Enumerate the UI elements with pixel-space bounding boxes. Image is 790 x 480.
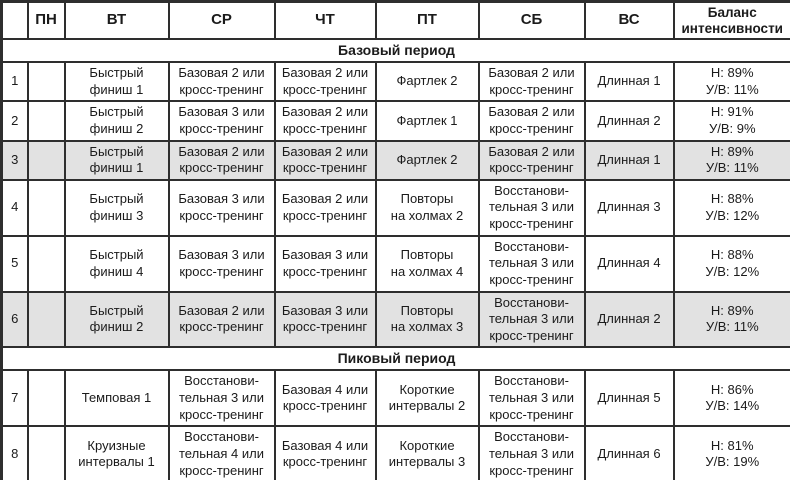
cell-mon [26, 178, 66, 237]
header-row: ПН ВТ СР ЧТ ПТ СБ ВС Баланс интенсивност… [0, 0, 790, 41]
row-number: 8 [0, 425, 29, 480]
cell-sat: Восстанови- тельная 3 или кросс-тренинг [477, 369, 586, 428]
cell-mon [26, 61, 66, 103]
header-wednesday: СР [167, 0, 276, 41]
cell-thu: Базовая 4 или кросс-тренинг [273, 425, 377, 480]
cell-sun: Длинная 4 [583, 234, 675, 293]
cell-tue: Быстрый финиш 1 [63, 139, 170, 181]
section-header-row: Базовый период [0, 38, 790, 64]
cell-sun: Длинная 2 [583, 100, 675, 142]
header-monday: ПН [26, 0, 66, 41]
cell-sun: Длинная 2 [583, 290, 675, 349]
section-header-row: Пиковый период [0, 346, 790, 372]
cell-tue: Темповая 1 [63, 369, 170, 428]
cell-sat: Восстанови- тельная 3 или кросс-тренинг [477, 234, 586, 293]
cell-mon [26, 234, 66, 293]
cell-mon [26, 425, 66, 480]
cell-mon [26, 290, 66, 349]
section-title: Пиковый период [0, 346, 790, 372]
row-number: 4 [0, 178, 29, 237]
cell-wed: Базовая 3 или кросс-тренинг [167, 178, 276, 237]
row-number: 7 [0, 369, 29, 428]
cell-fri: Повторы на холмах 2 [374, 178, 480, 237]
header-thursday: ЧТ [273, 0, 377, 41]
cell-wed: Базовая 2 или кросс-тренинг [167, 61, 276, 103]
cell-balance: Н: 88% У/В: 12% [672, 234, 790, 293]
cell-wed: Базовая 2 или кросс-тренинг [167, 290, 276, 349]
cell-tue: Быстрый финиш 3 [63, 178, 170, 237]
cell-sat: Базовая 2 или кросс-тренинг [477, 61, 586, 103]
cell-thu: Базовая 2 или кросс-тренинг [273, 139, 377, 181]
cell-tue: Быстрый финиш 1 [63, 61, 170, 103]
cell-sun: Длинная 1 [583, 139, 675, 181]
table-row: 7 Темповая 1 Восстанови- тельная 3 или кро… [0, 369, 790, 428]
header-corner-cell [0, 0, 29, 41]
table-row: 3 Быстрый финиш 1 Базовая 2 или кросс-трен… [0, 139, 790, 181]
cell-wed: Базовая 3 или кросс-тренинг [167, 234, 276, 293]
cell-sat: Восстанови- тельная 3 или кросс-тренинг [477, 290, 586, 349]
row-number: 6 [0, 290, 29, 349]
cell-thu: Базовая 3 или кросс-тренинг [273, 290, 377, 349]
cell-fri: Повторы на холмах 3 [374, 290, 480, 349]
cell-wed: Базовая 3 или кросс-тренинг [167, 100, 276, 142]
cell-thu: Базовая 2 или кросс-тренинг [273, 61, 377, 103]
table-row: 5 Быстрый финиш 4 Базовая 3 или кросс-трен… [0, 234, 790, 293]
cell-fri: Фартлек 2 [374, 61, 480, 103]
cell-mon [26, 139, 66, 181]
cell-fri: Короткие интервалы 2 [374, 369, 480, 428]
cell-sat: Восстанови- тельная 3 или кросс-тренинг [477, 178, 586, 237]
cell-fri: Повторы на холмах 4 [374, 234, 480, 293]
cell-mon [26, 369, 66, 428]
cell-balance: Н: 88% У/В: 12% [672, 178, 790, 237]
row-number: 3 [0, 139, 29, 181]
cell-sat: Восстанови- тельная 3 или кросс-тренинг [477, 425, 586, 480]
header-intensity-balance: Баланс интенсивности [672, 0, 790, 41]
header-sunday: ВС [583, 0, 675, 41]
cell-mon [26, 100, 66, 142]
cell-wed: Восстанови- тельная 4 или кросс-тренинг [167, 425, 276, 480]
cell-thu: Базовая 3 или кросс-тренинг [273, 234, 377, 293]
table-row: 8 Круизные интервалы 1 Восстанови- тельная… [0, 425, 790, 480]
table-row: 4 Быстрый финиш 3 Базовая 3 или кросс-трен… [0, 178, 790, 237]
table-row: 1 Быстрый финиш 1 Базовая 2 или кросс-трен… [0, 61, 790, 103]
cell-thu: Базовая 2 или кросс-тренинг [273, 178, 377, 237]
table-row: 2 Быстрый финиш 2 Базовая 3 или кросс-трен… [0, 100, 790, 142]
cell-thu: Базовая 4 или кросс-тренинг [273, 369, 377, 428]
cell-tue: Круизные интервалы 1 [63, 425, 170, 480]
cell-sun: Длинная 5 [583, 369, 675, 428]
cell-sat: Базовая 2 или кросс-тренинг [477, 100, 586, 142]
cell-fri: Фартлек 2 [374, 139, 480, 181]
cell-fri: Короткие интервалы 3 [374, 425, 480, 480]
cell-wed: Восстанови- тельная 3 или кросс-тренинг [167, 369, 276, 428]
cell-wed: Базовая 2 или кросс-тренинг [167, 139, 276, 181]
section-title: Базовый период [0, 38, 790, 64]
cell-balance: Н: 86% У/В: 14% [672, 369, 790, 428]
cell-balance: Н: 89% У/В: 11% [672, 61, 790, 103]
cell-tue: Быстрый финиш 2 [63, 100, 170, 142]
cell-balance: Н: 81% У/В: 19% [672, 425, 790, 480]
cell-thu: Базовая 2 или кросс-тренинг [273, 100, 377, 142]
schedule-body: Базовый период 1 Быстрый финиш 1 Базовая 2 … [0, 38, 790, 480]
row-number: 1 [0, 61, 29, 103]
cell-balance: Н: 89% У/В: 11% [672, 139, 790, 181]
cell-sun: Длинная 3 [583, 178, 675, 237]
row-number: 5 [0, 234, 29, 293]
header-friday: ПТ [374, 0, 480, 41]
table-row: 6 Быстрый финиш 2 Базовая 2 или кросс-трен… [0, 290, 790, 349]
cell-sun: Длинная 1 [583, 61, 675, 103]
header-saturday: СБ [477, 0, 586, 41]
cell-sat: Базовая 2 или кросс-тренинг [477, 139, 586, 181]
cell-balance: Н: 89% У/В: 11% [672, 290, 790, 349]
row-number: 2 [0, 100, 29, 142]
cell-tue: Быстрый финиш 2 [63, 290, 170, 349]
cell-fri: Фартлек 1 [374, 100, 480, 142]
cell-sun: Длинная 6 [583, 425, 675, 480]
cell-tue: Быстрый финиш 4 [63, 234, 170, 293]
header-tuesday: ВТ [63, 0, 170, 41]
cell-balance: Н: 91% У/В: 9% [672, 100, 790, 142]
